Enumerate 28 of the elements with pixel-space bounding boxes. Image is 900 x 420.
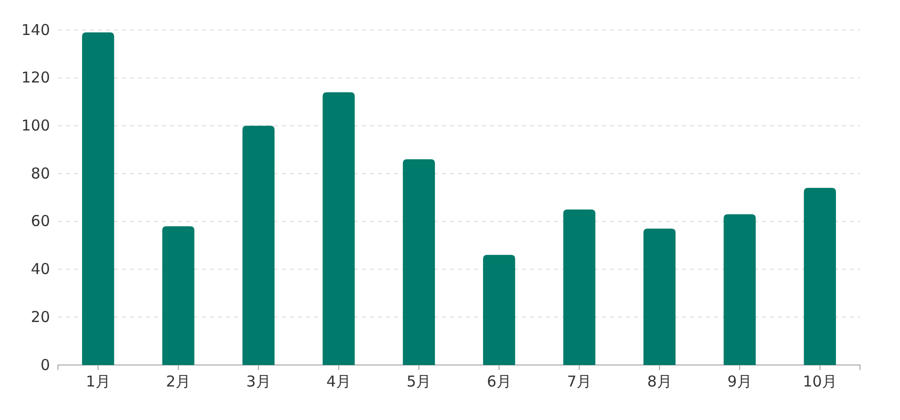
bar: [82, 32, 114, 365]
y-tick-label: 80: [30, 164, 50, 182]
x-tick-label: 6月: [486, 372, 512, 391]
y-tick-label: 140: [21, 20, 50, 39]
bar: [724, 214, 756, 365]
x-tick-label: 7月: [567, 372, 592, 391]
x-tick-label: 4月: [326, 372, 351, 391]
bar: [804, 188, 836, 365]
y-tick-label: 60: [30, 212, 50, 230]
x-tick-label: 1月: [86, 372, 110, 391]
bar: [643, 228, 676, 365]
x-tick-label: 9月: [727, 372, 752, 391]
x-tick-label: 3月: [246, 372, 271, 391]
y-tick-label: 40: [30, 260, 50, 278]
bar: [483, 254, 516, 365]
x-tick-label: 5月: [406, 372, 432, 391]
bar: [563, 209, 596, 365]
y-tick-label: 20: [30, 308, 50, 326]
y-tick-label: 120: [21, 68, 50, 87]
y-tick-label: 0: [40, 356, 50, 374]
bar: [402, 159, 435, 365]
bar: [162, 226, 194, 365]
bar: [242, 126, 275, 365]
bar: [322, 92, 355, 365]
y-tick-label: 100: [21, 116, 50, 135]
x-tick-label: 2月: [166, 372, 191, 391]
x-tick-label: 10月: [802, 372, 837, 391]
x-tick-label: 8月: [647, 372, 672, 391]
